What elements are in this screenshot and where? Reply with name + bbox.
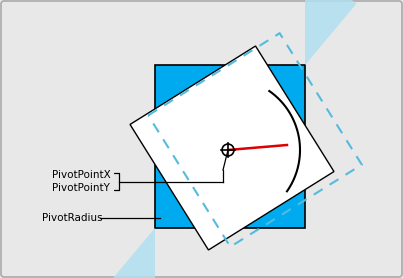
Text: PivotPointX: PivotPointX — [52, 170, 111, 180]
Polygon shape — [155, 65, 305, 228]
Polygon shape — [305, 0, 356, 65]
Polygon shape — [104, 228, 155, 278]
Polygon shape — [130, 46, 334, 250]
Text: PivotRadius: PivotRadius — [42, 213, 103, 223]
Text: PivotPointY: PivotPointY — [52, 183, 110, 193]
Polygon shape — [130, 46, 334, 250]
